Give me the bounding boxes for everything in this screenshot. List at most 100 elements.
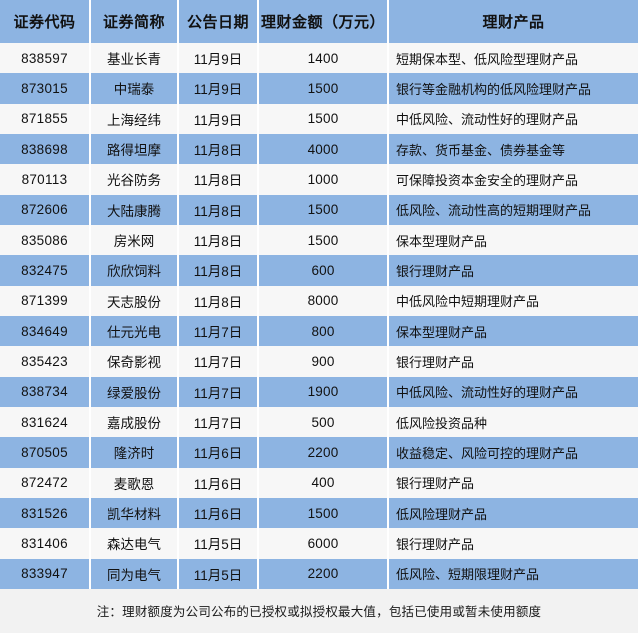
cell-security-code: 831406	[0, 528, 91, 559]
column-header-announce-date: 公告日期	[178, 0, 259, 43]
cell-security-code: 872606	[0, 194, 91, 225]
cell-security-code: 838734	[0, 376, 91, 407]
cell-announce-date: 11月9日	[178, 43, 259, 74]
cell-security-name: 上海经纬	[90, 103, 179, 134]
cell-amount: 1500	[258, 103, 389, 134]
table-row: 873015 中瑞泰 11月9日 1500 银行等金融机构的低风险理财产品	[0, 73, 638, 104]
cell-security-code: 871399	[0, 285, 91, 316]
table-row: 835423 保奇影视 11月7日 900 银行理财产品	[0, 346, 638, 377]
cell-security-code: 831526	[0, 497, 91, 529]
cell-product: 收益稳定、风险可控的理财产品	[388, 437, 638, 468]
cell-product: 低风险、流动性高的短期理财产品	[388, 194, 638, 225]
table-row: 833947 同为电气 11月5日 2200 低风险、短期限理财产品	[0, 558, 638, 589]
cell-announce-date: 11月9日	[178, 103, 259, 134]
cell-amount: 2200	[258, 437, 389, 468]
cell-announce-date: 11月5日	[178, 528, 259, 559]
cell-announce-date: 11月8日	[178, 133, 259, 165]
table-row: 838698 路得坦摩 11月8日 4000 存款、货币基金、债券基金等	[0, 133, 638, 165]
cell-announce-date: 11月5日	[178, 558, 259, 589]
table-row: 831624 嘉成股份 11月7日 500 低风险投资品种	[0, 406, 638, 438]
table-row: 870113 光谷防务 11月8日 1000 可保障投资本金安全的理财产品	[0, 164, 638, 195]
table-row: 834649 仕元光电 11月7日 800 保本型理财产品	[0, 315, 638, 347]
table-row: 872472 麦歌恩 11月6日 400 银行理财产品	[0, 467, 638, 498]
cell-amount: 1500	[258, 224, 389, 256]
cell-announce-date: 11月8日	[178, 224, 259, 256]
cell-security-name: 路得坦摩	[90, 133, 179, 165]
cell-announce-date: 11月9日	[178, 73, 259, 104]
cell-announce-date: 11月7日	[178, 406, 259, 438]
cell-security-name: 嘉成股份	[90, 406, 179, 438]
cell-amount: 900	[258, 346, 389, 377]
cell-amount: 800	[258, 315, 389, 347]
cell-product: 中低风险中短期理财产品	[388, 285, 638, 316]
cell-security-name: 绿爱股份	[90, 376, 179, 407]
cell-product: 银行等金融机构的低风险理财产品	[388, 73, 638, 104]
footer-note-bar: 注：理财额度为公司公布的已授权或拟授权最大值，包括已使用或暂未使用额度	[0, 588, 638, 633]
cell-security-name: 房米网	[90, 224, 179, 256]
cell-product: 中低风险、流动性好的理财产品	[388, 376, 638, 407]
table-row: 838597 基业长青 11月9日 1400 短期保本型、低风险型理财产品	[0, 43, 638, 74]
cell-product: 银行理财产品	[388, 528, 638, 559]
cell-security-code: 832475	[0, 255, 91, 286]
cell-security-name: 麦歌恩	[90, 467, 179, 498]
cell-product: 可保障投资本金安全的理财产品	[388, 164, 638, 195]
cell-product: 银行理财产品	[388, 346, 638, 377]
cell-announce-date: 11月8日	[178, 285, 259, 316]
cell-security-code: 834649	[0, 315, 91, 347]
cell-amount: 1500	[258, 497, 389, 529]
cell-amount: 600	[258, 255, 389, 286]
cell-amount: 8000	[258, 285, 389, 316]
cell-product: 低风险、短期限理财产品	[388, 558, 638, 589]
table-row: 870505 隆济时 11月6日 2200 收益稳定、风险可控的理财产品	[0, 437, 638, 468]
cell-amount: 1000	[258, 164, 389, 195]
cell-product: 银行理财产品	[388, 467, 638, 498]
cell-security-name: 大陆康腾	[90, 194, 179, 225]
cell-security-name: 森达电气	[90, 528, 179, 559]
cell-security-name: 仕元光电	[90, 315, 179, 347]
cell-security-name: 保奇影视	[90, 346, 179, 377]
cell-product: 保本型理财产品	[388, 224, 638, 256]
cell-amount: 1900	[258, 376, 389, 407]
cell-amount: 1400	[258, 43, 389, 74]
cell-amount: 500	[258, 406, 389, 438]
cell-security-code: 870505	[0, 437, 91, 468]
table-row: 831406 森达电气 11月5日 6000 银行理财产品	[0, 528, 638, 559]
cell-announce-date: 11月7日	[178, 346, 259, 377]
cell-amount: 4000	[258, 133, 389, 165]
column-header-amount: 理财金额（万元）	[258, 0, 389, 43]
table-body: 838597 基业长青 11月9日 1400 短期保本型、低风险型理财产品 873015 中…	[0, 43, 638, 589]
table-header: 证券代码 证券简称 公告日期 理财金额（万元） 理财产品	[0, 0, 638, 43]
cell-amount: 6000	[258, 528, 389, 559]
cell-security-name: 光谷防务	[90, 164, 179, 195]
table-row: 872606 大陆康腾 11月8日 1500 低风险、流动性高的短期理财产品	[0, 194, 638, 225]
table-header-row: 证券代码 证券简称 公告日期 理财金额（万元） 理财产品	[0, 0, 638, 43]
cell-product: 短期保本型、低风险型理财产品	[388, 43, 638, 74]
cell-security-code: 872472	[0, 467, 91, 498]
cell-amount: 1500	[258, 73, 389, 104]
cell-security-code: 838698	[0, 133, 91, 165]
cell-product: 低风险投资品种	[388, 406, 638, 438]
cell-announce-date: 11月7日	[178, 376, 259, 407]
table-row: 832475 欣欣饲料 11月8日 600 银行理财产品	[0, 255, 638, 286]
cell-security-code: 870113	[0, 164, 91, 195]
cell-security-name: 凯华材料	[90, 497, 179, 529]
cell-security-name: 天志股份	[90, 285, 179, 316]
cell-amount: 1500	[258, 194, 389, 225]
footer-note-text: 注：理财额度为公司公布的已授权或拟授权最大值，包括已使用或暂未使用额度	[96, 605, 542, 620]
cell-product: 保本型理财产品	[388, 315, 638, 347]
table-row: 871399 天志股份 11月8日 8000 中低风险中短期理财产品	[0, 285, 638, 316]
cell-security-name: 中瑞泰	[90, 73, 179, 104]
cell-announce-date: 11月8日	[178, 164, 259, 195]
cell-announce-date: 11月6日	[178, 497, 259, 529]
wealth-management-announcements-table: 证券代码 证券简称 公告日期 理财金额（万元） 理财产品 838597 基业长青 1…	[0, 0, 638, 589]
cell-security-code: 871855	[0, 103, 91, 134]
cell-security-code: 835423	[0, 346, 91, 377]
cell-security-name: 欣欣饲料	[90, 255, 179, 286]
cell-product: 存款、货币基金、债券基金等	[388, 133, 638, 165]
cell-security-code: 835086	[0, 224, 91, 256]
cell-announce-date: 11月7日	[178, 315, 259, 347]
cell-security-code: 833947	[0, 558, 91, 589]
table-row: 871855 上海经纬 11月9日 1500 中低风险、流动性好的理财产品	[0, 103, 638, 134]
table-row: 835086 房米网 11月8日 1500 保本型理财产品	[0, 224, 638, 256]
